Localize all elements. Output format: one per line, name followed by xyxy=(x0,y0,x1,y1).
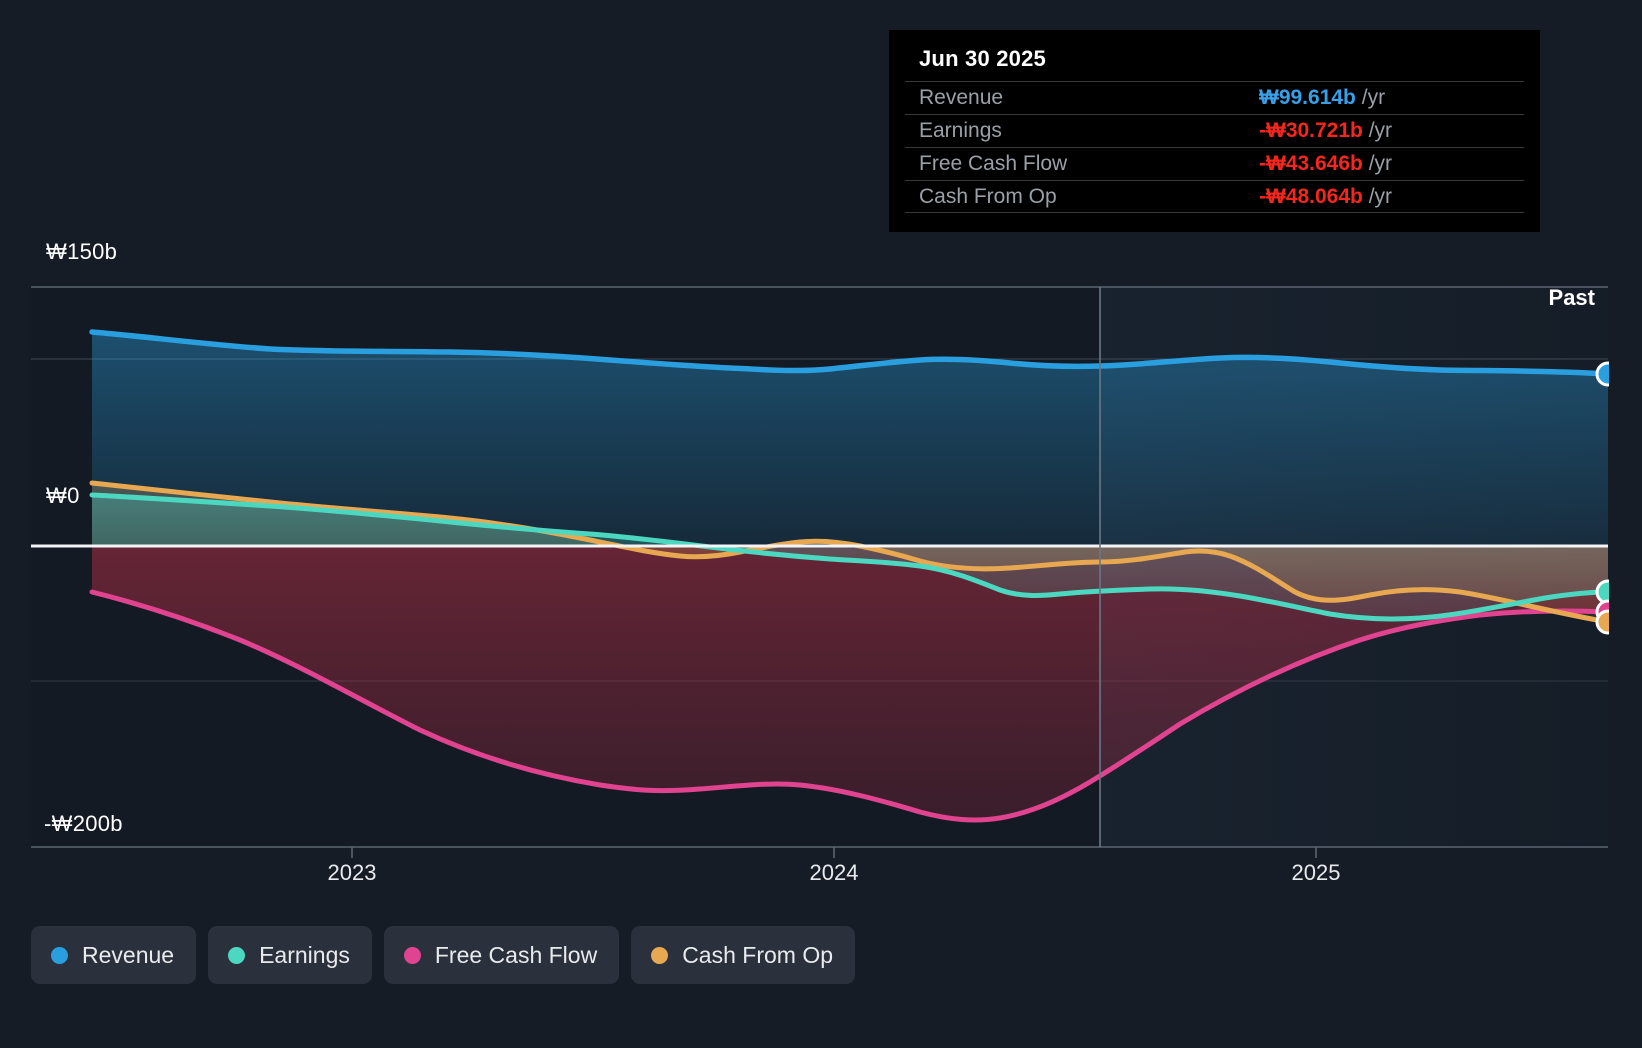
tooltip-unit-revenue: /yr xyxy=(1361,86,1386,109)
tooltip-label-revenue: Revenue xyxy=(919,86,1004,109)
x-axis-label-2025: 2025 xyxy=(1291,860,1341,885)
tooltip-row-cash-from-op: Cash From Op -₩48.064b /yr xyxy=(905,180,1524,213)
x-axis-ticks xyxy=(351,847,1317,858)
tooltip-amount-earnings: -₩30.721b xyxy=(1259,119,1363,142)
legend-label-revenue: Revenue xyxy=(82,941,175,968)
legend-dot-cash-from-op-icon xyxy=(651,946,669,964)
tooltip-row-revenue: Revenue ₩99.614b /yr xyxy=(905,81,1524,114)
legend-label-free-cash-flow: Free Cash Flow xyxy=(434,941,598,968)
tooltip-label-cash-from-op: Cash From Op xyxy=(919,184,1057,208)
line-free-cash-flow xyxy=(89,589,1608,823)
legend-label-cash-from-op: Cash From Op xyxy=(682,941,834,968)
y-axis-label-neg200b: -₩200b xyxy=(44,811,123,836)
line-revenue xyxy=(89,329,1608,377)
legend-item-revenue[interactable]: Revenue xyxy=(31,926,197,984)
tooltip-label-earnings: Earnings xyxy=(919,119,1002,142)
data-tooltip: Jun 30 2025 Revenue ₩99.614b /yr Earning… xyxy=(889,30,1540,232)
tooltip-unit-earnings: /yr xyxy=(1368,119,1393,142)
y-axis-label-zero: ₩0 xyxy=(46,483,80,508)
tooltip-unit-free-cash-flow: /yr xyxy=(1368,152,1393,175)
legend-dot-free-cash-flow-icon xyxy=(403,946,421,964)
legend-item-earnings[interactable]: Earnings xyxy=(208,926,372,984)
tooltip-label-free-cash-flow: Free Cash Flow xyxy=(919,152,1068,175)
area-free-cash-flow xyxy=(92,546,1608,820)
past-region-label: Past xyxy=(1548,285,1595,310)
tooltip-row-earnings: Earnings -₩30.721b /yr xyxy=(905,114,1524,147)
tooltip-row-free-cash-flow: Free Cash Flow -₩43.646b /yr xyxy=(905,147,1524,180)
series-layer xyxy=(89,329,1608,823)
chart-legend: Revenue Earnings Free Cash Flow Cash Fro… xyxy=(31,926,856,984)
legend-label-earnings: Earnings xyxy=(259,941,350,968)
tooltip-amount-free-cash-flow: -₩43.646b xyxy=(1259,152,1363,175)
tooltip-value-cash-from-op: -₩48.064b /yr xyxy=(1259,185,1392,209)
tooltip-date: Jun 30 2025 xyxy=(919,46,1046,71)
line-cash-from-op xyxy=(89,480,1608,625)
legend-dot-revenue-icon xyxy=(51,946,68,964)
legend-item-free-cash-flow[interactable]: Free Cash Flow xyxy=(383,926,620,984)
x-axis-label-2023: 2023 xyxy=(327,860,377,885)
x-axis-label-2024: 2024 xyxy=(809,860,859,885)
tooltip-value-earnings: -₩30.721b /yr xyxy=(1259,119,1392,143)
right-gutter xyxy=(1609,0,1642,1048)
legend-dot-earnings-icon xyxy=(228,946,246,964)
tooltip-value-free-cash-flow: -₩43.646b /yr xyxy=(1259,152,1392,176)
line-earnings xyxy=(89,492,1608,622)
tooltip-amount-cash-from-op: -₩48.064b xyxy=(1259,184,1363,208)
tooltip-amount-revenue: ₩99.614b xyxy=(1259,86,1356,109)
tooltip-unit-cash-from-op: /yr xyxy=(1368,184,1393,208)
tooltip-value-revenue: ₩99.614b /yr xyxy=(1259,86,1385,110)
area-revenue xyxy=(92,332,1608,546)
y-axis-label-150b: ₩150b xyxy=(46,239,118,264)
legend-item-cash-from-op[interactable]: Cash From Op xyxy=(631,926,856,984)
